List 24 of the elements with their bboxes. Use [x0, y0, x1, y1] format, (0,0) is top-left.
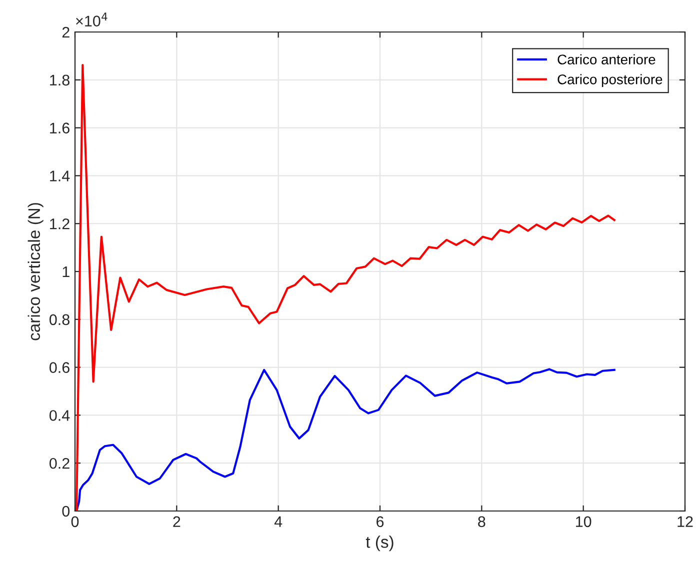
y-tick-label: 1.4 — [50, 170, 70, 182]
y-tick-label: 0.8 — [50, 314, 70, 326]
y-tick-label: 1.8 — [50, 74, 70, 86]
x-tick-label: 8 — [478, 516, 486, 528]
y-axis-title: carico verticale (N) — [28, 203, 44, 340]
x-tick-label: 6 — [376, 516, 384, 528]
x-axis-title: t (s) — [366, 536, 394, 552]
y-tick-label: 1.2 — [50, 218, 70, 230]
line-series — [75, 368, 616, 511]
y-tick-label: 0 — [62, 506, 70, 517]
legend-label: Carico anteriore — [558, 54, 656, 64]
x-tick-label: 0 — [71, 516, 79, 528]
x-tick-label: 10 — [576, 516, 592, 528]
x-tick-label: 2 — [173, 516, 180, 527]
y-tick-label: 0.6 — [50, 362, 70, 373]
x-tick-label: 12 — [678, 516, 693, 527]
y-tick-label: 1.6 — [50, 122, 70, 134]
y-tick-label: 0.2 — [50, 458, 70, 469]
y-tick-label: 2 — [62, 26, 70, 38]
y-tick-label: 0.4 — [50, 410, 70, 421]
y-tick-label: 1 — [62, 266, 70, 278]
text: ×10$^{4}$ — [76, 12, 108, 26]
x-tick-label: 4 — [274, 516, 282, 527]
legend-label: Carico posteriore — [558, 74, 662, 88]
